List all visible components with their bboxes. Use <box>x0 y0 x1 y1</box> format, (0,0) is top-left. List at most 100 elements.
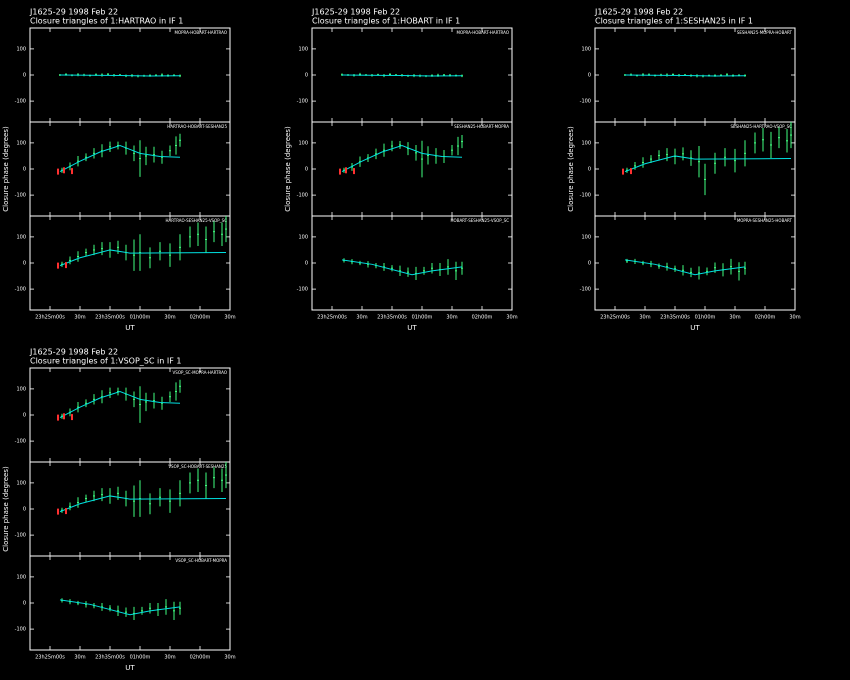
panel-data <box>57 133 181 177</box>
y-tick-label: 100 <box>298 234 308 240</box>
x-tick-label: 30m <box>789 315 800 321</box>
x-tick-label: 30m <box>74 655 85 661</box>
panel-data <box>59 73 181 78</box>
panel-label: VSOP_SC-HOBART-MOPRA <box>175 558 227 563</box>
panel-data <box>57 462 227 517</box>
panel-data <box>57 379 181 423</box>
y-tick-label: 0 <box>588 261 591 267</box>
y-tick-label: -100 <box>15 627 26 633</box>
x-tick-label: 30m <box>74 315 85 321</box>
x-tick-label: 23h35m00s <box>660 315 690 321</box>
y-tick-label: 100 <box>16 574 26 580</box>
y-tick-label: 100 <box>581 46 591 52</box>
y-axis-label: Closure phase (degrees) <box>2 466 10 552</box>
y-tick-label: 0 <box>23 601 26 607</box>
flagged-point <box>345 167 347 174</box>
panel-label: HOBART-SESHAN25-VSOP_SC <box>451 218 510 223</box>
flagged-point <box>57 168 59 175</box>
x-tick-label: 02h00m <box>472 315 493 321</box>
x-tick-label: 23h25m00s <box>35 315 65 321</box>
y-tick-label: 0 <box>23 73 26 79</box>
panel-data <box>622 122 792 196</box>
x-tick-label: 02h00m <box>190 655 211 661</box>
x-tick-label: 01h00m <box>130 655 151 661</box>
x-tick-label: 30m <box>356 315 367 321</box>
x-tick-label: 02h00m <box>190 315 211 321</box>
model-line <box>59 144 181 173</box>
flagged-point <box>622 168 624 175</box>
model-line <box>341 144 463 173</box>
panel-label: VSOP_SC-MOPRA-HARTRAO <box>173 370 227 375</box>
x-tick-label: 23h35m00s <box>95 315 125 321</box>
x-axis-label: UT <box>125 664 135 672</box>
x-tick-label: 02h00m <box>755 315 776 321</box>
x-tick-label: 23h25m00s <box>600 315 630 321</box>
flagged-point <box>65 508 67 515</box>
model-line <box>59 249 227 267</box>
flagged-point <box>630 168 632 175</box>
y-tick-label: -100 <box>15 533 26 539</box>
y-tick-label: 100 <box>16 480 26 486</box>
chart-subtitle: Closure triangles of 1:VSOP_SC in IF 1 <box>30 357 181 366</box>
y-tick-label: 0 <box>23 413 26 419</box>
panel-label: MOPRA-HOBART-HARTRAO <box>457 30 509 35</box>
x-tick-label: 01h00m <box>695 315 716 321</box>
panel-data <box>339 135 463 178</box>
x-axis-label: UT <box>690 324 700 332</box>
model-line <box>624 259 746 276</box>
model-line <box>59 495 227 513</box>
model-line <box>59 390 181 419</box>
x-tick-label: 23h25m00s <box>35 655 65 661</box>
x-tick-label: 30m <box>729 315 740 321</box>
panel-label: HARTRAO-SESHAN25-VSOP_SC <box>166 218 228 223</box>
chart-title: J1625-29 1998 Feb 22 <box>29 8 118 17</box>
model-line <box>341 259 463 276</box>
x-tick-label: 30m <box>224 655 235 661</box>
y-axis-label: Closure phase (degrees) <box>2 126 10 212</box>
x-tick-label: 01h00m <box>130 315 151 321</box>
y-tick-label: 100 <box>16 234 26 240</box>
y-tick-label: -100 <box>15 99 26 105</box>
chart-subtitle: Closure triangles of 1:HOBART in IF 1 <box>312 17 460 26</box>
y-tick-label: -100 <box>297 99 308 105</box>
model-line <box>341 74 463 77</box>
flagged-point <box>57 262 59 269</box>
y-tick-label: 0 <box>588 73 591 79</box>
panel-data <box>341 72 463 78</box>
y-tick-label: 0 <box>23 167 26 173</box>
y-tick-label: 100 <box>16 140 26 146</box>
flagged-point <box>353 168 355 175</box>
y-axis-label: Closure phase (degrees) <box>284 126 292 212</box>
y-tick-label: 100 <box>581 140 591 146</box>
panel-label: SESHAN25-HARTRAO-VSOP_SC <box>731 124 793 129</box>
y-tick-label: -100 <box>580 193 591 199</box>
chart-title: J1625-29 1998 Feb 22 <box>311 8 400 17</box>
panel-label: MOPRA-HOBART-HARTRAO <box>175 30 227 35</box>
flagged-point <box>63 167 65 174</box>
flagged-point <box>63 413 65 420</box>
y-tick-label: 0 <box>588 167 591 173</box>
panel-label: SESHAN25-MOPRA-HOBART <box>737 30 793 35</box>
panel-data <box>624 258 746 281</box>
y-tick-label: 100 <box>581 234 591 240</box>
y-tick-label: -100 <box>15 287 26 293</box>
y-tick-label: 100 <box>298 140 308 146</box>
x-tick-label: 30m <box>506 315 517 321</box>
y-tick-label: 100 <box>16 46 26 52</box>
x-tick-label: 30m <box>164 655 175 661</box>
chart-subtitle: Closure triangles of 1:SESHAN25 in IF 1 <box>595 17 753 26</box>
flagged-point <box>71 414 73 421</box>
panel-data <box>57 216 227 271</box>
y-tick-label: 0 <box>305 167 308 173</box>
panel-data <box>341 258 463 280</box>
x-axis-label: UT <box>125 324 135 332</box>
flagged-point <box>57 414 59 421</box>
flagged-point <box>339 168 341 175</box>
panel-data <box>624 73 746 78</box>
model-line <box>624 74 746 77</box>
y-tick-label: -100 <box>297 193 308 199</box>
y-tick-label: -100 <box>297 287 308 293</box>
panel-data <box>59 598 181 620</box>
flagged-point <box>65 262 67 269</box>
